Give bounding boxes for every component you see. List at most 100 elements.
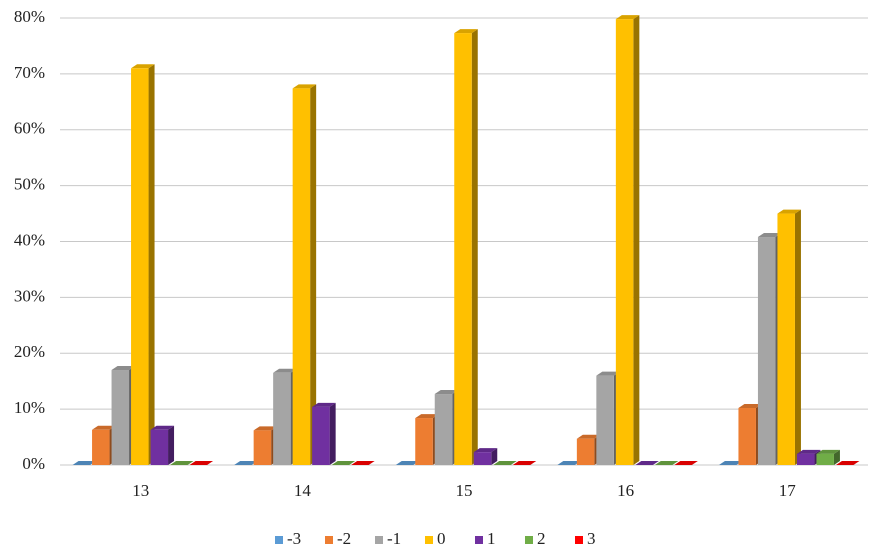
bar-top (131, 64, 155, 69)
bar-top (615, 15, 640, 20)
bar-top (150, 425, 175, 430)
bar (131, 68, 149, 465)
legend-label: 1 (487, 529, 496, 548)
bar-group (718, 461, 743, 465)
bar-top (273, 368, 297, 373)
bar-top (253, 426, 278, 431)
bar-top (331, 461, 356, 465)
bar-top (674, 461, 698, 465)
bar-group (777, 209, 801, 465)
y-tick-label: 30% (14, 286, 45, 305)
bar-top (835, 461, 860, 465)
bar-top (312, 402, 336, 407)
legend-swatch (325, 536, 333, 544)
bar-group (72, 461, 97, 465)
bar-top (738, 404, 762, 409)
bar-side (168, 425, 175, 465)
bar (615, 19, 634, 466)
bar-group (292, 84, 317, 465)
bar (757, 237, 776, 465)
bar-group (473, 448, 498, 465)
x-tick-label: 17 (779, 481, 797, 500)
y-tick-label: 40% (14, 230, 45, 249)
bar (253, 430, 272, 465)
bar-side (833, 449, 840, 465)
bar-group (654, 461, 679, 465)
bar (111, 370, 130, 465)
y-tick-label: 60% (14, 119, 45, 138)
bar (796, 453, 815, 465)
legend-swatch (475, 536, 483, 544)
bar-group (170, 461, 194, 465)
bar-top (557, 461, 581, 465)
y-tick-label: 20% (14, 342, 45, 361)
bar-top (493, 461, 517, 465)
bar (576, 438, 595, 465)
bar-group (835, 461, 860, 465)
bar (738, 408, 756, 465)
bar-top (654, 461, 679, 465)
bar-group (312, 402, 336, 465)
bar-top (576, 434, 601, 439)
bar-top (635, 461, 659, 465)
bar-top (796, 449, 821, 454)
legend-label: -1 (387, 529, 401, 548)
bar-top (473, 448, 498, 453)
x-tick-label: 14 (294, 481, 312, 500)
y-tick-label: 10% (14, 398, 45, 417)
bar-top (454, 29, 478, 34)
bar-group (150, 425, 175, 465)
bar-top (718, 461, 743, 465)
y-tick-label: 50% (14, 175, 45, 194)
bar-top (816, 449, 840, 454)
bar-side (148, 64, 155, 465)
bar (292, 88, 311, 465)
bar-top (434, 390, 459, 395)
bar-group (615, 15, 640, 466)
x-tick-label: 15 (456, 481, 473, 500)
legend-label: 2 (537, 529, 546, 548)
bar-top (777, 209, 801, 214)
x-tick-label: 13 (132, 481, 149, 500)
y-tick-label: 0% (22, 454, 45, 473)
bar-group (454, 29, 478, 466)
legend-swatch (525, 536, 533, 544)
bar (454, 33, 472, 466)
bar-group (493, 461, 517, 465)
bar (596, 375, 614, 465)
bar-side (794, 209, 801, 465)
bar-group (674, 461, 698, 465)
bar (473, 452, 492, 465)
bar-side (471, 29, 478, 466)
bar-group (557, 461, 581, 465)
bar (150, 429, 169, 465)
legend-label: 3 (587, 529, 596, 548)
bar-group (351, 461, 375, 465)
legend-swatch (575, 536, 583, 544)
bar-group (189, 461, 214, 465)
legend-swatch (425, 536, 433, 544)
bar-top (596, 371, 620, 376)
bar-top (92, 425, 116, 430)
legend-label: 0 (437, 529, 446, 548)
bar-group (234, 461, 258, 465)
y-tick-label: 70% (14, 63, 45, 82)
bar-top (415, 414, 439, 419)
bar-side (310, 84, 317, 465)
y-tick-label: 80% (14, 7, 45, 26)
legend-swatch (275, 536, 283, 544)
bar-group (635, 461, 659, 465)
legend-label: -2 (337, 529, 351, 548)
bar-top (189, 461, 214, 465)
bar-top (292, 84, 317, 89)
legend-label: -3 (287, 529, 301, 548)
legend-swatch (375, 536, 383, 544)
bar-group (816, 449, 840, 465)
bar-top (351, 461, 375, 465)
bar (415, 418, 433, 465)
bar-group (331, 461, 356, 465)
bar-group (395, 461, 420, 465)
bar-group (512, 461, 537, 465)
bar-top (757, 233, 782, 238)
